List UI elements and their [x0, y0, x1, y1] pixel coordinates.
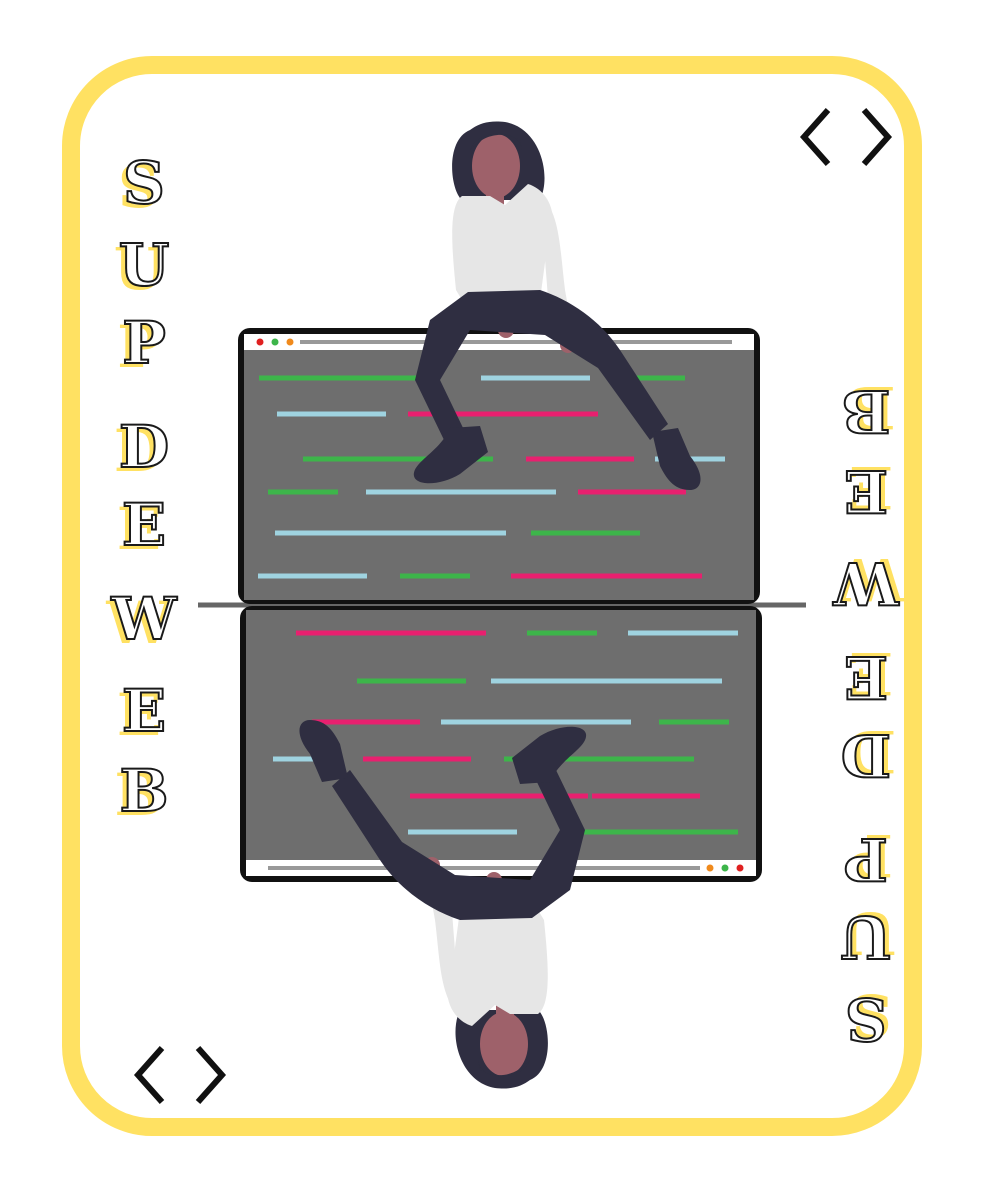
code-lines — [258, 375, 725, 579]
code-brackets-icon-top — [799, 108, 893, 166]
left-letter: E — [121, 491, 167, 559]
window-min-dot — [286, 338, 294, 346]
left-letter: W — [110, 585, 177, 653]
top-half — [238, 121, 760, 604]
left-letter: U — [118, 231, 171, 299]
left-letter: B — [118, 757, 169, 825]
left-vertical-text: S U P D E W E B — [94, 150, 194, 830]
left-letter: D — [118, 413, 170, 481]
left-letter: P — [121, 309, 167, 377]
left-letter: S — [122, 149, 166, 217]
window-max-dot — [271, 338, 279, 346]
bottom-half — [240, 606, 762, 1089]
window-close-dot — [256, 338, 264, 346]
left-letter: E — [121, 677, 167, 745]
address-bar — [300, 340, 732, 344]
code-brackets-icon-bottom — [133, 1046, 227, 1104]
person-sitting-top — [413, 121, 701, 490]
